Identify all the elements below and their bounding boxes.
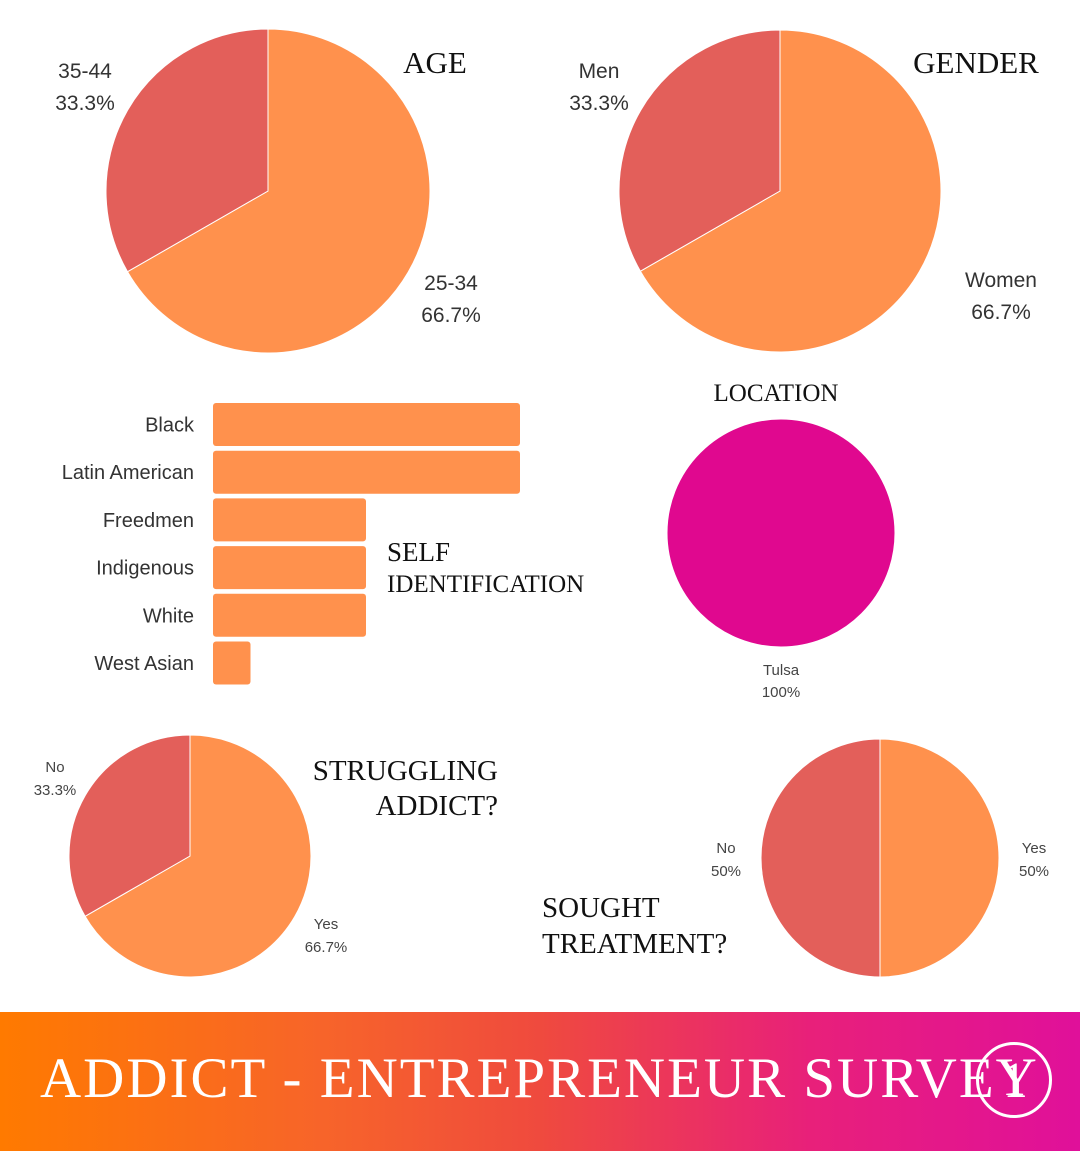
bar-label-latin-american: Latin American: [62, 462, 194, 484]
footer-banner: ADDICT - ENTREPRENEUR SURVEY 1: [0, 1012, 1080, 1151]
struggling-value-no: 33.3%: [34, 782, 77, 799]
bar-latin-american: [213, 450, 520, 494]
age-label-35-44: 35-44: [58, 60, 112, 83]
bar-freedmen: [213, 498, 366, 542]
age-pie: [105, 28, 431, 354]
sought-treatment-pie: [760, 738, 1000, 978]
bar-label-indigenous: Indigenous: [96, 558, 194, 580]
location-label-tulsa: Tulsa: [763, 662, 800, 679]
age-chart: AGE 35-44 33.3% 25-34 66.7%: [55, 28, 481, 354]
gender-label-women: Women: [965, 269, 1037, 292]
age-slice-35-44: [105, 28, 269, 273]
sought-label-yes: Yes: [1022, 840, 1046, 857]
gender-value-men: 33.3%: [569, 92, 629, 115]
sought-label-no: No: [716, 840, 735, 857]
location-title: LOCATION: [714, 380, 839, 407]
gender-slice-men: [618, 29, 781, 272]
sought-treatment-slice-no: [760, 738, 881, 978]
sought-treatment-title-line2: TREATMENT?: [542, 928, 727, 960]
self-identification-bars: Black Latin American Freedmen Indigenous Whi…: [62, 403, 520, 685]
bar-label-freedmen: Freedmen: [103, 510, 194, 532]
sought-value-no: 50%: [711, 863, 741, 880]
struggling-label-yes: Yes: [314, 916, 338, 933]
struggling-value-yes: 66.7%: [305, 939, 348, 956]
gender-label-men: Men: [579, 60, 620, 83]
self-identification-title: SELF: [387, 537, 450, 567]
bar-label-white: White: [143, 605, 194, 627]
survey-title: ADDICT - ENTREPRENEUR SURVEY: [40, 1047, 1039, 1110]
struggling-addict-chart: STRUGGLING ADDICT? No 33.3% Yes 66.7%: [34, 734, 498, 978]
struggling-addict-slice-no: [68, 734, 191, 917]
gender-chart: GENDER Men 33.3% Women 66.7%: [569, 29, 1039, 353]
gender-value-women: 66.7%: [971, 301, 1031, 324]
struggling-addict-title-line2: ADDICT?: [376, 790, 498, 822]
bar-label-west-asian: West Asian: [94, 653, 194, 675]
sought-treatment-title: SOUGHT: [542, 892, 660, 924]
struggling-addict-slice-yes: [84, 734, 312, 978]
age-title: AGE: [403, 45, 467, 80]
age-slice-25-34: [126, 28, 431, 354]
gender-pie: [618, 29, 942, 353]
location-slice-tulsa: [666, 418, 896, 648]
bar-black: [213, 403, 520, 446]
sought-treatment-chart: SOUGHT TREATMENT? No 50% Yes 50%: [542, 738, 1049, 978]
struggling-label-no: No: [45, 759, 64, 776]
location-pie: [666, 418, 896, 648]
bar-indigenous: [213, 546, 366, 590]
bar-label-black: Black: [145, 415, 195, 437]
self-identification-title-line2: IDENTIFICATION: [387, 571, 584, 598]
age-value-35-44: 33.3%: [55, 92, 115, 115]
location-value-tulsa: 100%: [762, 684, 800, 701]
bar-white: [213, 593, 366, 637]
age-value-25-34: 66.7%: [421, 304, 481, 327]
page-number-badge: 1: [976, 1042, 1052, 1118]
gender-slice-women: [639, 29, 942, 353]
bar-west-asian: [213, 641, 251, 685]
struggling-addict-title: STRUGGLING: [313, 755, 498, 787]
survey-canvas: AGE 35-44 33.3% 25-34 66.7% GENDER Men 3…: [34, 28, 1049, 978]
self-identification-chart: Black Latin American Freedmen Indigenous Whi…: [62, 403, 584, 685]
sought-value-yes: 50%: [1019, 863, 1049, 880]
gender-title: GENDER: [913, 45, 1039, 80]
age-label-25-34: 25-34: [424, 272, 478, 295]
sought-treatment-slice-yes: [879, 738, 1000, 978]
location-chart: LOCATION Tulsa 100%: [666, 380, 896, 701]
struggling-addict-pie: [68, 734, 312, 978]
